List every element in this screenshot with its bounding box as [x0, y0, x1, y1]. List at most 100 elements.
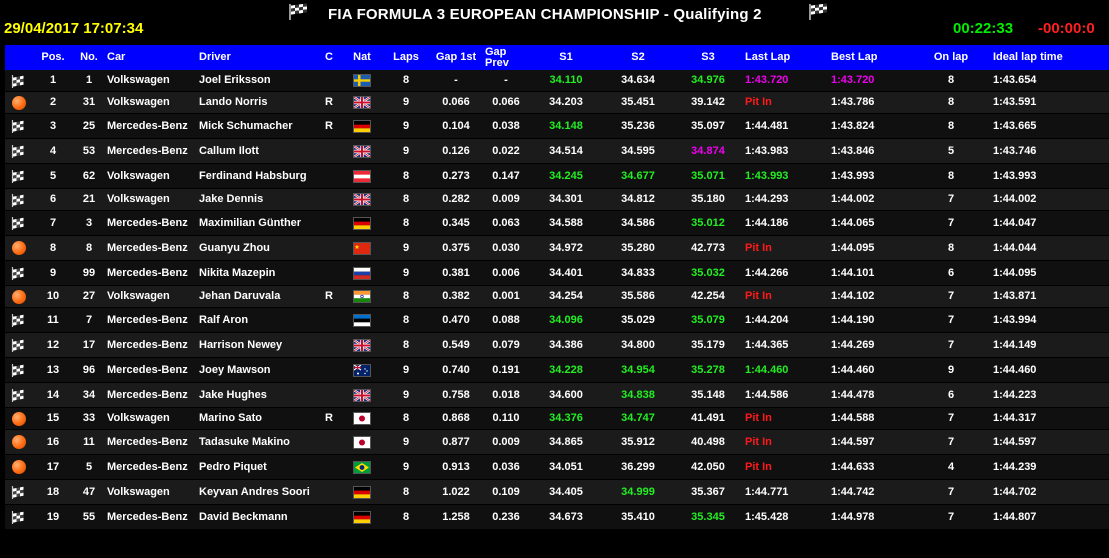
cell-best-lap: 1:44.002 [829, 188, 911, 211]
cell-best-lap: 1:44.478 [829, 382, 911, 408]
cell-on-lap: 7 [911, 479, 991, 505]
table-row[interactable]: 12 17 Mercedes-Benz Harrison Newey 8 0.549 0.0… [5, 332, 1109, 358]
cell-best-lap: 1:44.102 [829, 285, 911, 308]
cell-no: 27 [73, 285, 105, 308]
col-s2: S2 [603, 45, 673, 70]
table-row[interactable]: 13 96 Mercedes-Benz Joey Mawson 9 0.740 0.191 3… [5, 357, 1109, 383]
cell-on-lap: 7 [911, 332, 991, 358]
cell-laps: 8 [383, 163, 429, 189]
cell-laps: 9 [383, 138, 429, 164]
cell-car: Volkswagen [105, 188, 197, 211]
cell-nat [341, 188, 383, 211]
cell-laps: 8 [383, 407, 429, 430]
cell-driver: Maximilian Günther [197, 210, 317, 236]
cell-on-lap: 7 [911, 407, 991, 430]
table-row[interactable]: 18 47 Volkswagen Keyvan Andres Soori 8 1.022 0… [5, 479, 1109, 505]
col-gap-1st: Gap 1st [429, 45, 483, 70]
cell-last-lap: Pit In [743, 91, 829, 114]
cell-gap-1st: 0.913 [429, 454, 483, 480]
cell-s3: 42.050 [673, 454, 743, 480]
nationality-flag-icon [353, 460, 371, 474]
cell-on-lap: 6 [911, 260, 991, 286]
table-row[interactable]: 7 3 Mercedes-Benz Maximilian Günther 8 0.345 0… [5, 210, 1109, 236]
table-row[interactable]: 9 99 Mercedes-Benz Nikita Mazepin 9 0.381 0.00… [5, 260, 1109, 286]
cell-gap-prev: 0.009 [483, 429, 529, 455]
cell-gap-1st: 1.022 [429, 479, 483, 505]
cell-s2: 34.595 [603, 138, 673, 164]
cell-driver: Lando Norris [197, 91, 317, 114]
table-row[interactable]: 6 21 Volkswagen Jake Dennis 8 0.282 0.009 34.30… [5, 188, 1109, 211]
cell-ideal-lap: 1:44.702 [991, 479, 1109, 505]
cell-s1: 34.110 [529, 70, 603, 92]
cell-best-lap: 1:44.460 [829, 357, 911, 383]
cell-c [317, 188, 341, 211]
cell-c [317, 210, 341, 236]
table-row[interactable]: 11 7 Mercedes-Benz Ralf Aron 8 0.470 0.088 34.0… [5, 307, 1109, 333]
table-row[interactable]: 10 27 Volkswagen Jehan Daruvala R 8 0.382 0.001… [5, 285, 1109, 308]
cell-c: R [317, 91, 341, 114]
table-row[interactable]: 2 31 Volkswagen Lando Norris R 9 0.066 0.066 34.… [5, 91, 1109, 114]
cell-c [317, 357, 341, 383]
table-row[interactable]: 1 1 Volkswagen Joel Eriksson 8- -34.110 34.634… [5, 70, 1109, 92]
cell-driver: David Beckmann [197, 504, 317, 530]
cell-gap-1st: 0.740 [429, 357, 483, 383]
cell-last-lap: 1:44.186 [743, 210, 829, 236]
cell-gap-prev: 0.038 [483, 113, 529, 139]
cell-gap-1st: 0.758 [429, 382, 483, 408]
cell-c [317, 479, 341, 505]
cell-pos: 7 [33, 210, 73, 236]
cell-s3: 35.148 [673, 382, 743, 408]
table-row[interactable]: 8 8 Mercedes-Benz Guanyu Zhou 9 0.375 0.030 34.… [5, 235, 1109, 261]
cell-c [317, 332, 341, 358]
cell-driver: Pedro Piquet [197, 454, 317, 480]
cell-car: Mercedes-Benz [105, 504, 197, 530]
table-row[interactable]: 4 53 Mercedes-Benz Callum Ilott 9 0.126 0.022 3… [5, 138, 1109, 164]
cell-nat [341, 235, 383, 261]
cell-gap-prev: 0.022 [483, 138, 529, 164]
cell-s2: 35.912 [603, 429, 673, 455]
table-row[interactable]: 16 11 Mercedes-Benz Tadasuke Makino 9 0.877 0.… [5, 429, 1109, 455]
cell-on-lap: 6 [911, 382, 991, 408]
nationality-flag-icon [353, 338, 371, 352]
cell-nat [341, 307, 383, 333]
cell-on-lap: 8 [911, 113, 991, 139]
nationality-flag-icon [353, 74, 371, 87]
cell-on-lap: 9 [911, 357, 991, 383]
nationality-flag-icon [353, 290, 371, 303]
cell-gap-1st: 0.382 [429, 285, 483, 308]
table-row[interactable]: 14 34 Mercedes-Benz Jake Hughes 9 0.758 0.018 3… [5, 382, 1109, 408]
cell-ideal-lap: 1:43.871 [991, 285, 1109, 308]
cell-best-lap: 1:43.846 [829, 138, 911, 164]
checkered-flag-icon [5, 163, 33, 189]
cell-pos: 4 [33, 138, 73, 164]
cell-driver: Ferdinand Habsburg [197, 163, 317, 189]
cell-c [317, 307, 341, 333]
cell-s1: 34.051 [529, 454, 603, 480]
cell-car: Volkswagen [105, 91, 197, 114]
col-s3: S3 [673, 45, 743, 70]
table-row[interactable]: 5 62 Volkswagen Ferdinand Habsburg 8 0.273 0.1… [5, 163, 1109, 189]
cell-car: Mercedes-Benz [105, 260, 197, 286]
cell-ideal-lap: 1:44.149 [991, 332, 1109, 358]
cell-driver: Harrison Newey [197, 332, 317, 358]
cell-on-lap: 7 [911, 285, 991, 308]
cell-ideal-lap: 1:43.654 [991, 70, 1109, 92]
table-row[interactable]: 15 33 Volkswagen Marino Sato R 8 0.868 0.110 34.… [5, 407, 1109, 430]
cell-best-lap: 1:44.095 [829, 235, 911, 261]
cell-best-lap: 1:44.742 [829, 479, 911, 505]
col-car: Car [105, 45, 197, 70]
table-row[interactable]: 3 25 Mercedes-Benz Mick Schumacher R 9 0.104 0.… [5, 113, 1109, 139]
cell-s2: 35.236 [603, 113, 673, 139]
cell-gap-1st: - [429, 70, 483, 92]
cell-nat [341, 454, 383, 480]
cell-gap-1st: 0.126 [429, 138, 483, 164]
col-ideal-lap: Ideal lap time [991, 45, 1109, 70]
cell-gap-1st: 0.877 [429, 429, 483, 455]
cell-ideal-lap: 1:44.317 [991, 407, 1109, 430]
cell-car: Mercedes-Benz [105, 210, 197, 236]
cell-s3: 35.367 [673, 479, 743, 505]
table-row[interactable]: 17 5 Mercedes-Benz Pedro Piquet 9 0.913 0.036 3… [5, 454, 1109, 480]
table-row[interactable]: 19 55 Mercedes-Benz David Beckmann 8 1.258 0.2… [5, 504, 1109, 530]
cell-c [317, 454, 341, 480]
cell-pos: 17 [33, 454, 73, 480]
